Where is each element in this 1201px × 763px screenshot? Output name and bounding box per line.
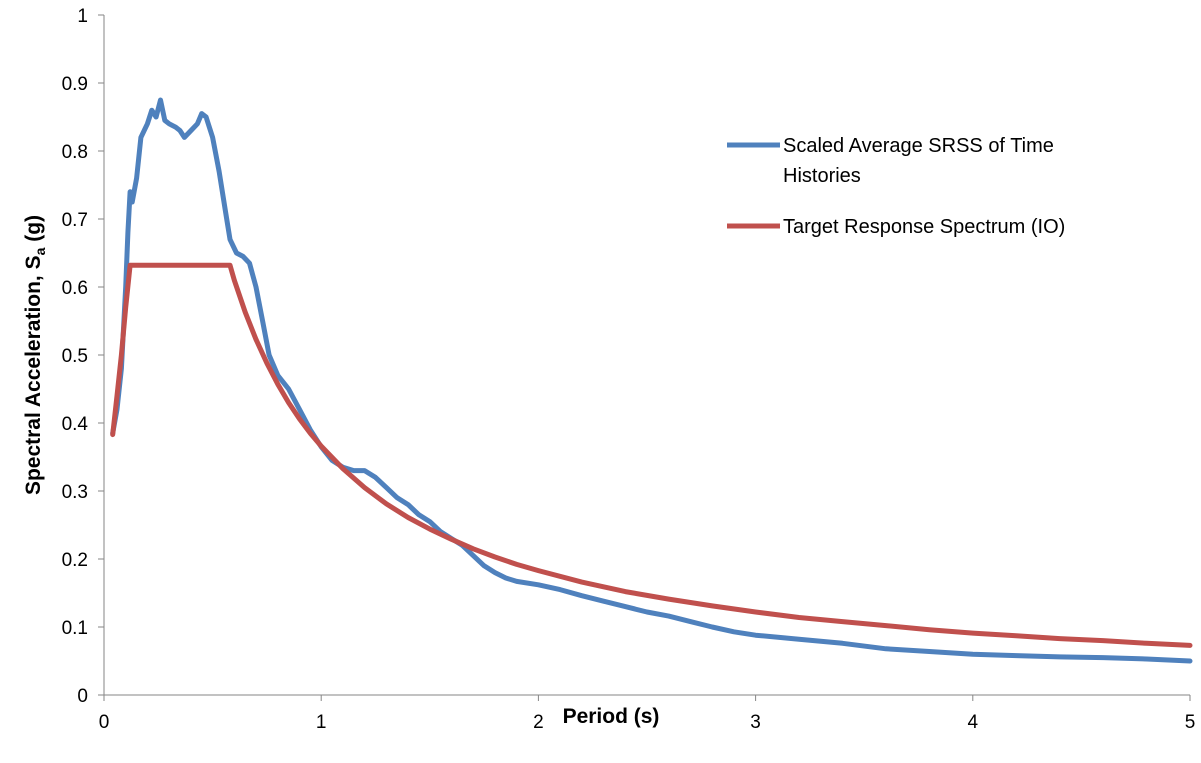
y-tick-label: 0.8 xyxy=(62,142,88,163)
y-tick-label: 0.7 xyxy=(62,210,88,231)
y-tick-label: 0 xyxy=(77,686,88,707)
x-axis-title: Period (s) xyxy=(563,705,660,728)
legend-label-series-2: Target Response Spectrum (IO) xyxy=(783,216,1065,238)
y-axis-title-suffix: (g) xyxy=(22,215,45,248)
x-tick-label: 4 xyxy=(968,712,979,733)
y-tick-label: 1 xyxy=(77,6,88,27)
legend-label-series-1-line-2: Histories xyxy=(783,165,861,187)
legend: Scaled Average SRSS of Time Histories Tar… xyxy=(727,135,1065,238)
y-tick-label: 0.3 xyxy=(62,482,88,503)
x-tick-label: 2 xyxy=(533,712,544,733)
y-tick-label: 0.6 xyxy=(62,278,88,299)
y-tick-label: 0.2 xyxy=(62,550,88,571)
y-tick-label: 0.1 xyxy=(62,618,88,639)
x-ticks: 0 1 2 3 4 5 xyxy=(99,695,1196,733)
y-tick-label: 0.5 xyxy=(62,346,88,367)
x-tick-label: 0 xyxy=(99,712,110,733)
legend-label-series-1: Scaled Average SRSS of Time Histories xyxy=(783,135,1054,187)
y-tick-label: 0.9 xyxy=(62,74,88,95)
legend-item-series-1[interactable]: Scaled Average SRSS of Time Histories xyxy=(727,135,1054,187)
x-tick-label: 5 xyxy=(1185,712,1196,733)
legend-label-series-1-line-1: Scaled Average SRSS of Time xyxy=(783,135,1054,157)
series-lines xyxy=(110,97,1193,664)
y-axis-title: Spectral Acceleration, Sa (g) xyxy=(22,215,48,495)
y-axis-title-main: Spectral Acceleration, S xyxy=(22,255,45,495)
x-tick-label: 3 xyxy=(750,712,761,733)
legend-item-series-2[interactable]: Target Response Spectrum (IO) xyxy=(727,216,1065,238)
y-axis-title-subscript: a xyxy=(32,247,48,255)
series-line-2[interactable] xyxy=(110,262,1193,648)
plot-area: 0 0.1 0.2 0.3 0.4 0.5 0.6 0.7 0.8 0.9 1 0 1 2 3 4 5 xyxy=(62,6,1196,733)
x-tick-label: 1 xyxy=(316,712,327,733)
y-ticks: 0 0.1 0.2 0.3 0.4 0.5 0.6 0.7 0.8 0.9 1 xyxy=(62,6,104,707)
y-tick-label: 0.4 xyxy=(62,414,89,435)
